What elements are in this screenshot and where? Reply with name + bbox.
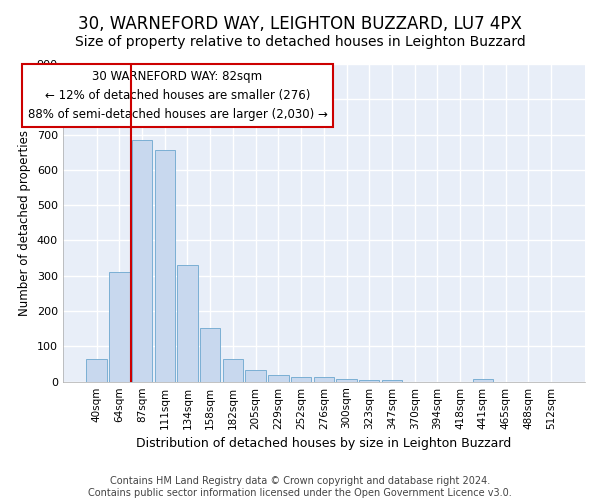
X-axis label: Distribution of detached houses by size in Leighton Buzzard: Distribution of detached houses by size …: [136, 437, 511, 450]
Bar: [200, 328, 220, 382]
Text: 30 WARNEFORD WAY: 82sqm
← 12% of detached houses are smaller (276)
88% of semi-d: 30 WARNEFORD WAY: 82sqm ← 12% of detache…: [28, 70, 328, 122]
Bar: [337, 379, 357, 382]
Bar: [223, 358, 243, 382]
Bar: [109, 272, 130, 382]
Bar: [245, 370, 266, 382]
Bar: [177, 265, 198, 382]
Text: Size of property relative to detached houses in Leighton Buzzard: Size of property relative to detached ho…: [74, 35, 526, 49]
Bar: [291, 376, 311, 382]
Y-axis label: Number of detached properties: Number of detached properties: [18, 130, 31, 316]
Bar: [155, 150, 175, 382]
Bar: [132, 140, 152, 382]
Bar: [473, 379, 493, 382]
Bar: [382, 380, 402, 382]
Bar: [359, 380, 379, 382]
Bar: [86, 360, 107, 382]
Bar: [268, 374, 289, 382]
Bar: [314, 378, 334, 382]
Text: Contains HM Land Registry data © Crown copyright and database right 2024.
Contai: Contains HM Land Registry data © Crown c…: [88, 476, 512, 498]
Text: 30, WARNEFORD WAY, LEIGHTON BUZZARD, LU7 4PX: 30, WARNEFORD WAY, LEIGHTON BUZZARD, LU7…: [78, 15, 522, 33]
